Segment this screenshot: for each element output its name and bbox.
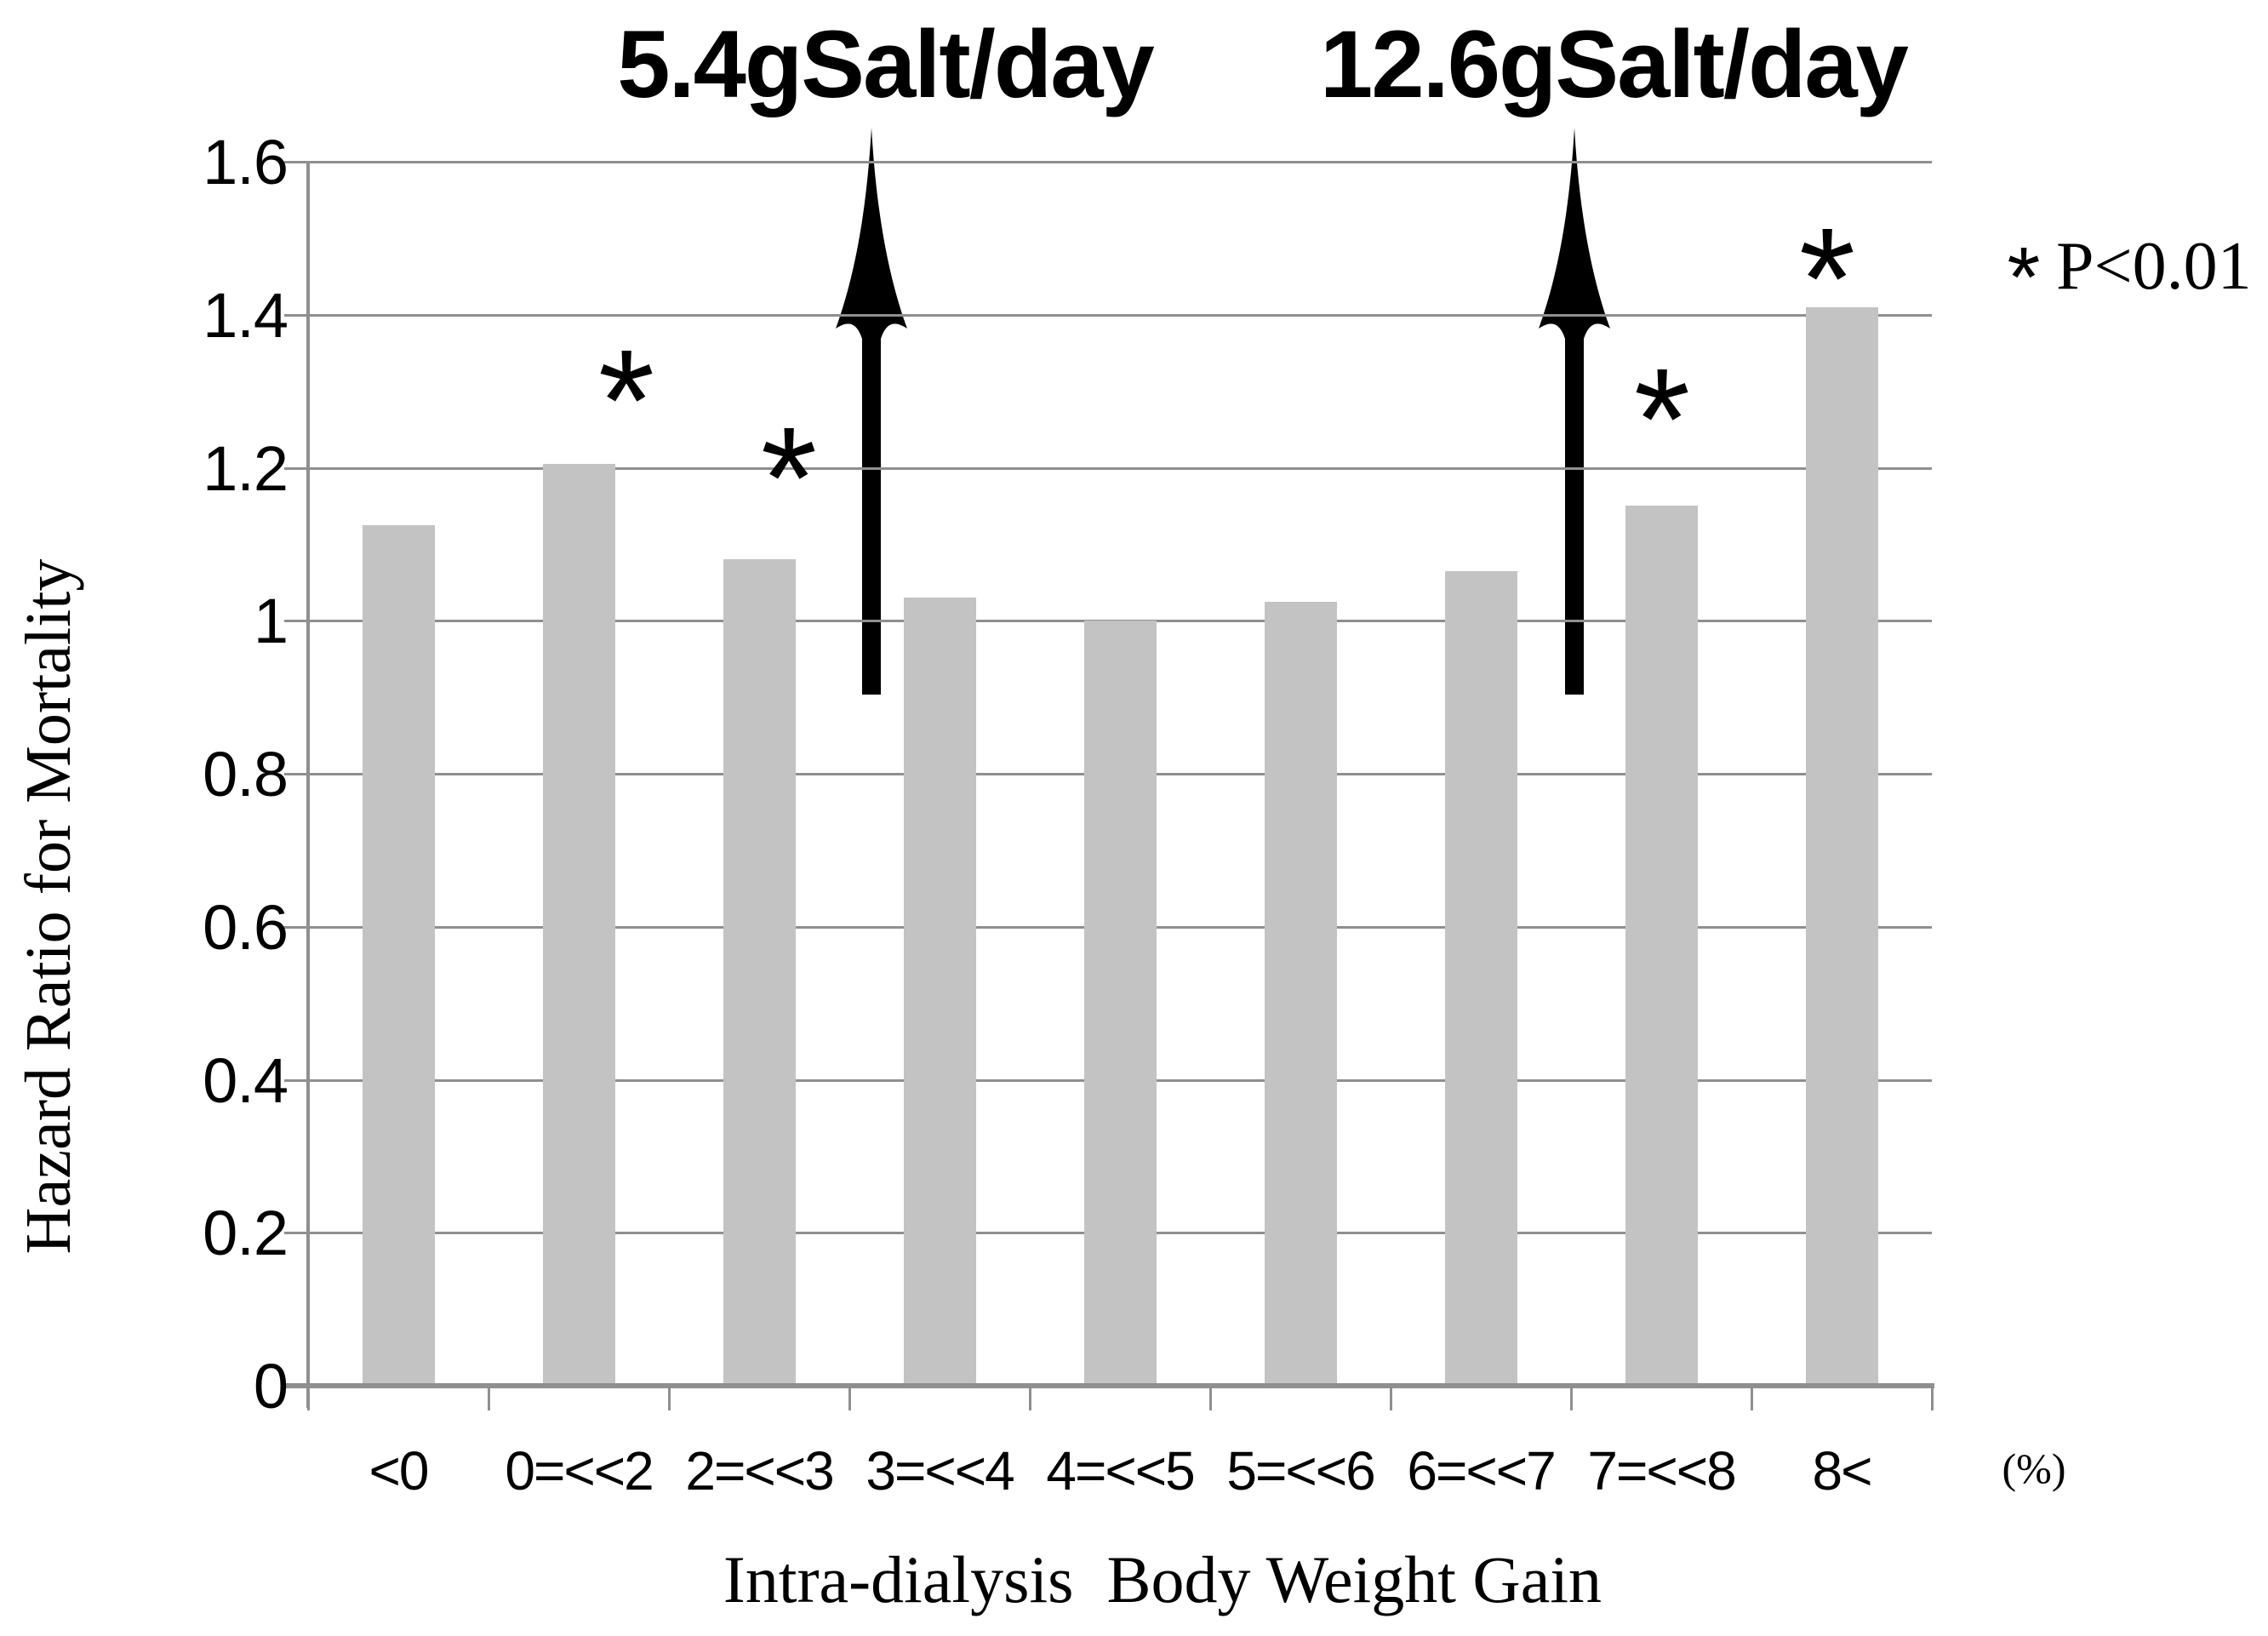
significance-asterisk-icon: * (1798, 197, 1856, 360)
bar (362, 524, 435, 1386)
x-axis-tick (1930, 1388, 1934, 1410)
x-category-label: 4=<<5 (1046, 1440, 1195, 1502)
x-category-label: 0=<<2 (505, 1440, 654, 1502)
y-tick-label: 1.4 (203, 279, 288, 351)
x-category-label: 6=<<7 (1407, 1440, 1556, 1502)
x-axis-tick (306, 1388, 310, 1410)
bar (1625, 506, 1698, 1386)
x-axis-unit-label: (%) (2002, 1444, 2066, 1492)
significance-asterisk-icon: * (597, 320, 655, 482)
bar (1264, 601, 1337, 1386)
y-axis-tick (284, 773, 308, 775)
y-axis-tick (284, 1232, 308, 1235)
bar (903, 598, 976, 1386)
y-axis-line (306, 162, 310, 1408)
x-axis-tick (1750, 1388, 1753, 1410)
bar (723, 559, 796, 1386)
bar (1083, 621, 1157, 1386)
bar (542, 464, 615, 1386)
legend-asterisk-icon: * (2007, 230, 2041, 325)
y-axis-tick (284, 1078, 308, 1082)
x-category-label: 5=<<6 (1226, 1440, 1375, 1502)
x-axis-tick (1389, 1388, 1392, 1410)
significance-asterisk-icon: * (1633, 339, 1691, 501)
y-axis-tick (284, 313, 308, 317)
gridline (308, 161, 1932, 163)
x-category-label: 2=<<3 (685, 1440, 834, 1502)
x-category-label: 7=<<8 (1587, 1440, 1736, 1502)
x-axis-line (284, 1383, 1934, 1388)
x-axis-tick (1028, 1388, 1031, 1410)
bar (1444, 570, 1517, 1386)
gridline (308, 313, 1932, 317)
y-axis-tick (284, 161, 308, 163)
x-axis-tick (1208, 1388, 1212, 1410)
y-tick-label: 0 (253, 1351, 288, 1421)
up-arrow-icon (1539, 128, 1610, 695)
annotation-salt-high: 12.6gSalt/day (1320, 11, 1909, 117)
y-tick-label: 0.2 (203, 1198, 288, 1269)
up-arrow-icon (836, 128, 907, 695)
significance-asterisk-icon: * (760, 398, 818, 560)
legend-label: P<0.01 (2056, 229, 2252, 304)
y-axis-title: Hazard Ratio for Mortality (13, 558, 84, 1255)
y-tick-label: 0.4 (203, 1044, 288, 1116)
x-axis-tick (487, 1388, 490, 1410)
y-axis-tick (284, 466, 308, 470)
y-tick-label: 0.8 (203, 739, 288, 809)
x-category-label: 3=<<4 (865, 1440, 1014, 1502)
y-tick-label: 1.2 (203, 432, 288, 504)
x-axis-tick (848, 1388, 851, 1410)
x-axis-tick (667, 1388, 671, 1410)
y-tick-label: 1 (253, 586, 288, 657)
gridline (308, 466, 1932, 470)
x-category-label: 8< (1812, 1440, 1873, 1502)
y-axis-tick (284, 925, 308, 929)
x-category-label: <0 (368, 1440, 430, 1502)
bar (1805, 306, 1878, 1386)
x-axis-tick (1569, 1388, 1573, 1410)
y-tick-label: 0.6 (203, 891, 288, 963)
y-axis-tick (284, 620, 308, 623)
y-tick-label: 1.6 (203, 127, 288, 197)
annotation-salt-low: 5.4gSalt/day (617, 11, 1155, 117)
x-axis-title: Intra-dialysis Body Weight Gain (723, 1542, 1602, 1616)
